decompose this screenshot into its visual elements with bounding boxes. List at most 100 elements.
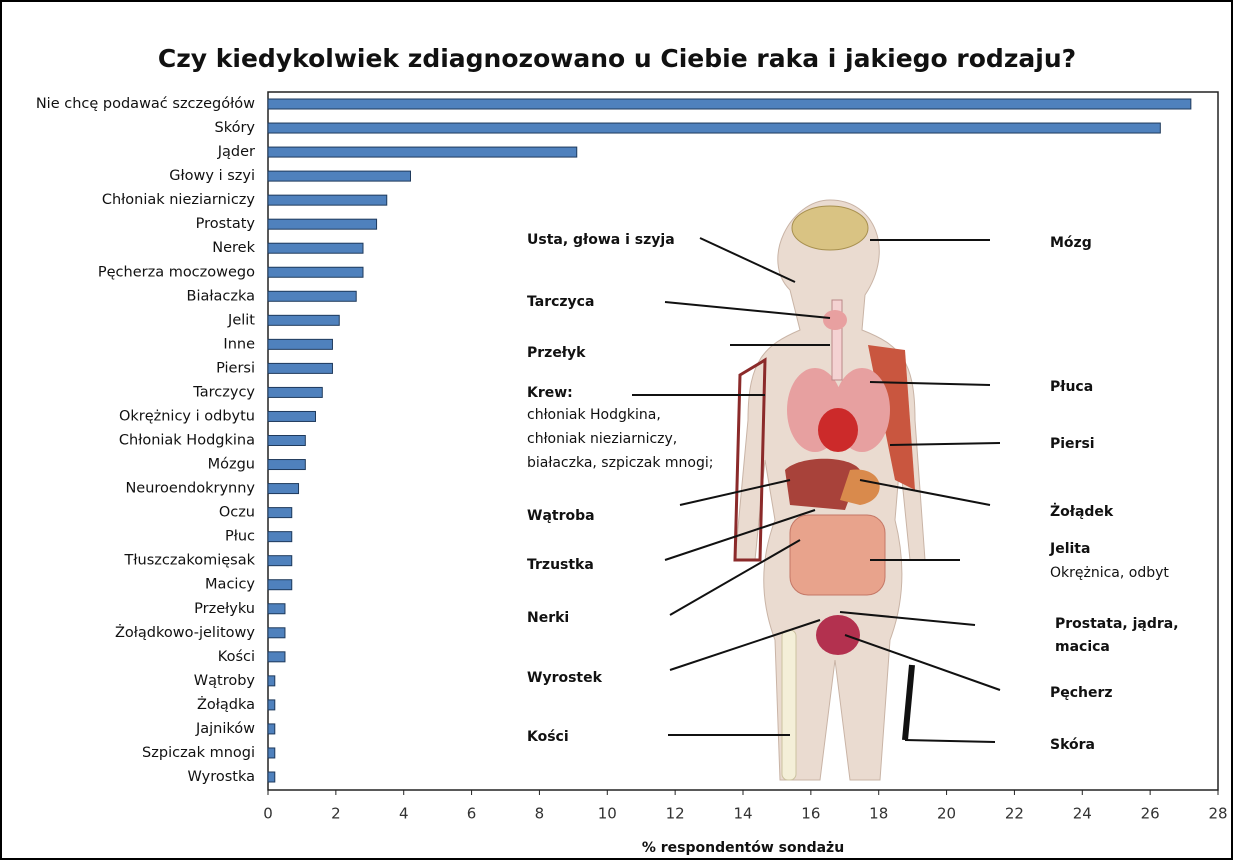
y-tick-label: Szpiczak mnogi [142,745,255,761]
y-tick-label: Inne [223,336,255,352]
annotation: Skóra [1050,737,1095,753]
annotation: Piersi [1050,436,1095,452]
annotation: Pęcherz [1050,685,1113,701]
bar [268,484,299,494]
annotation: Nerki [527,610,569,626]
brain [792,206,868,250]
y-tick-label: Płuc [225,529,255,545]
y-tick-label: Nie chcę podawać szczegółów [36,96,255,112]
x-tick-label: 20 [937,805,956,823]
bar [268,460,305,470]
bar [268,436,305,446]
y-tick-label: Skóry [215,120,256,136]
bar [268,291,356,301]
x-tick-label: 18 [869,805,888,823]
annotation: Kości [527,729,569,745]
bar [268,508,292,518]
annotation: Krew: [527,385,573,401]
bar [268,580,292,590]
annotation: Płuca [1050,379,1093,395]
annotation: Prostata, jądra, [1055,616,1179,632]
x-tick-label: 4 [399,805,409,823]
y-tick-label: Jelit [227,312,255,328]
x-tick-label: 22 [1005,805,1024,823]
x-tick-label: 14 [733,805,752,823]
y-tick-label: Białaczka [187,288,255,304]
chart: Czy kiedykolwiek zdiagnozowano u Ciebie … [0,0,1233,860]
y-tick-label: Jajników [195,721,255,737]
bar [268,772,275,782]
heart [818,408,858,452]
y-tick-label: Neuroendokrynny [125,481,255,497]
bar [268,99,1191,109]
x-tick-label: 26 [1141,805,1160,823]
annotation: macica [1055,639,1110,655]
bar [268,363,332,373]
bar [268,556,292,566]
annotation: Trzustka [527,557,594,573]
y-tick-label: Tłuszczakomięsak [124,553,256,569]
annotation: białaczka, szpiczak mnogi; [527,455,713,471]
bar [268,123,1160,133]
bone [782,630,796,780]
bar [268,532,292,542]
bar [268,748,275,758]
bar [268,315,339,325]
y-tick-label: Głowy i szyi [169,168,255,184]
y-tick-label: Żołądkowo-jelitowy [115,623,255,641]
annotation: Tarczyca [527,294,594,310]
y-tick-label: Tarczycy [192,384,255,400]
y-tick-label: Prostaty [196,216,256,232]
y-tick-label: Kości [218,649,255,665]
x-tick-label: 24 [1073,805,1092,823]
bar [268,147,577,157]
bar [268,628,285,638]
chart-title: Czy kiedykolwiek zdiagnozowano u Ciebie … [158,44,1076,73]
annotation: chłoniak Hodgkina, [527,407,661,423]
bar [268,339,332,349]
bar [268,676,275,686]
y-tick-label: Jąder [217,144,255,160]
y-tick-label: Macicy [205,577,255,593]
x-axis-label: % respondentów sondażu [642,840,844,856]
bar [268,171,411,181]
y-tick-label: Wątroby [194,673,256,689]
annotation: Żołądek [1050,503,1114,520]
y-tick-label: Piersi [216,360,255,376]
intestines [790,515,885,595]
bar [268,724,275,734]
annotation: Mózg [1050,235,1092,251]
bladder [816,615,860,655]
bar [268,219,377,229]
x-tick-label: 0 [263,805,273,823]
y-tick-label: Wyrostka [188,769,255,785]
y-tick-label: Przełyku [194,601,255,617]
y-tick-label: Mózgu [208,457,255,473]
y-tick-label: Chłoniak Hodgkina [119,433,255,449]
bar [268,411,316,421]
bar [268,652,285,662]
bar [268,267,363,277]
bar [268,387,322,397]
y-tick-label: Okrężnicy i odbytu [119,408,255,424]
bar [268,604,285,614]
y-tick-label: Oczu [219,505,255,521]
annotation: Wątroba [527,508,595,524]
annotation: Okrężnica, odbyt [1050,565,1169,581]
annotation: Przełyk [527,345,586,361]
bar [268,195,387,205]
thyroid [823,310,847,330]
x-tick-label: 6 [467,805,477,823]
y-tick-label: Pęcherza moczowego [98,264,255,280]
x-tick-label: 2 [331,805,341,823]
x-tick-label: 28 [1208,805,1227,823]
bar [268,700,275,710]
x-tick-label: 8 [535,805,545,823]
annotation: Wyrostek [527,670,603,686]
x-tick-label: 16 [801,805,820,823]
annotation: Jelita [1049,541,1090,557]
x-tick-label: 10 [598,805,617,823]
y-tick-label: Chłoniak nieziarniczy [102,192,256,208]
y-tick-label: Nerek [212,240,255,256]
annotation: Usta, głowa i szyja [527,232,675,248]
